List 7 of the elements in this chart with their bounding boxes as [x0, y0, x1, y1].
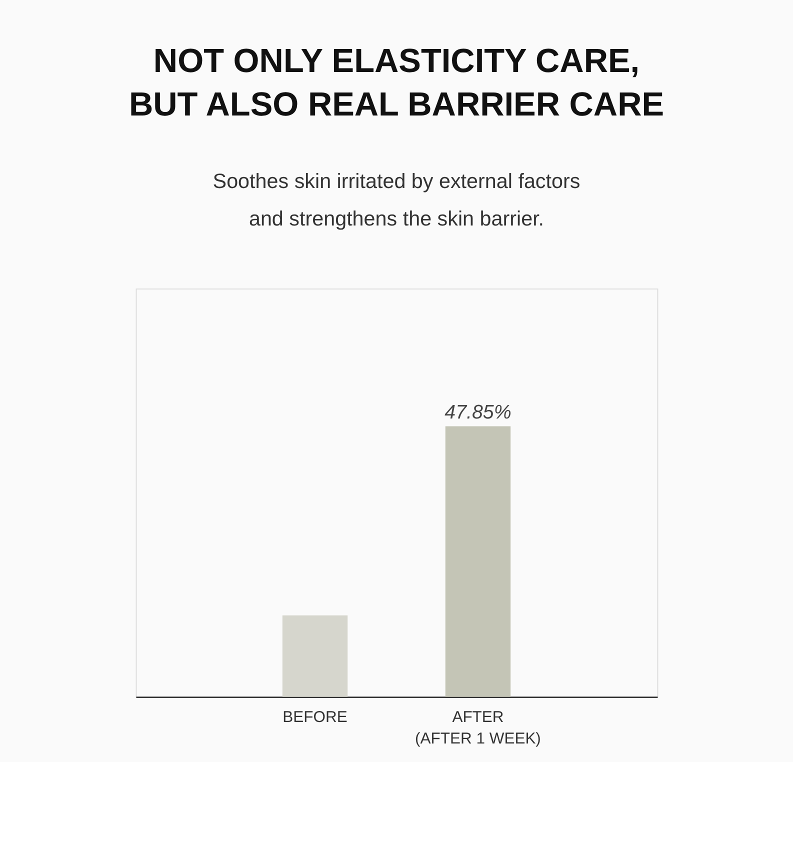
text: BUT ALSO REAL BARRIER CARE	[128, 86, 664, 124]
data-label: 47.85%	[444, 401, 512, 424]
text: Soothes skin irritated by external factors	[212, 170, 580, 194]
x-tick-label: BEFORE	[282, 708, 348, 726]
text: NOT ONLY ELASTICITY CARE,	[153, 43, 640, 80]
x-tick-label: AFTER (AFTER 1 WEEK)	[415, 708, 541, 748]
text: and strengthens the skin barrier.	[248, 208, 544, 231]
